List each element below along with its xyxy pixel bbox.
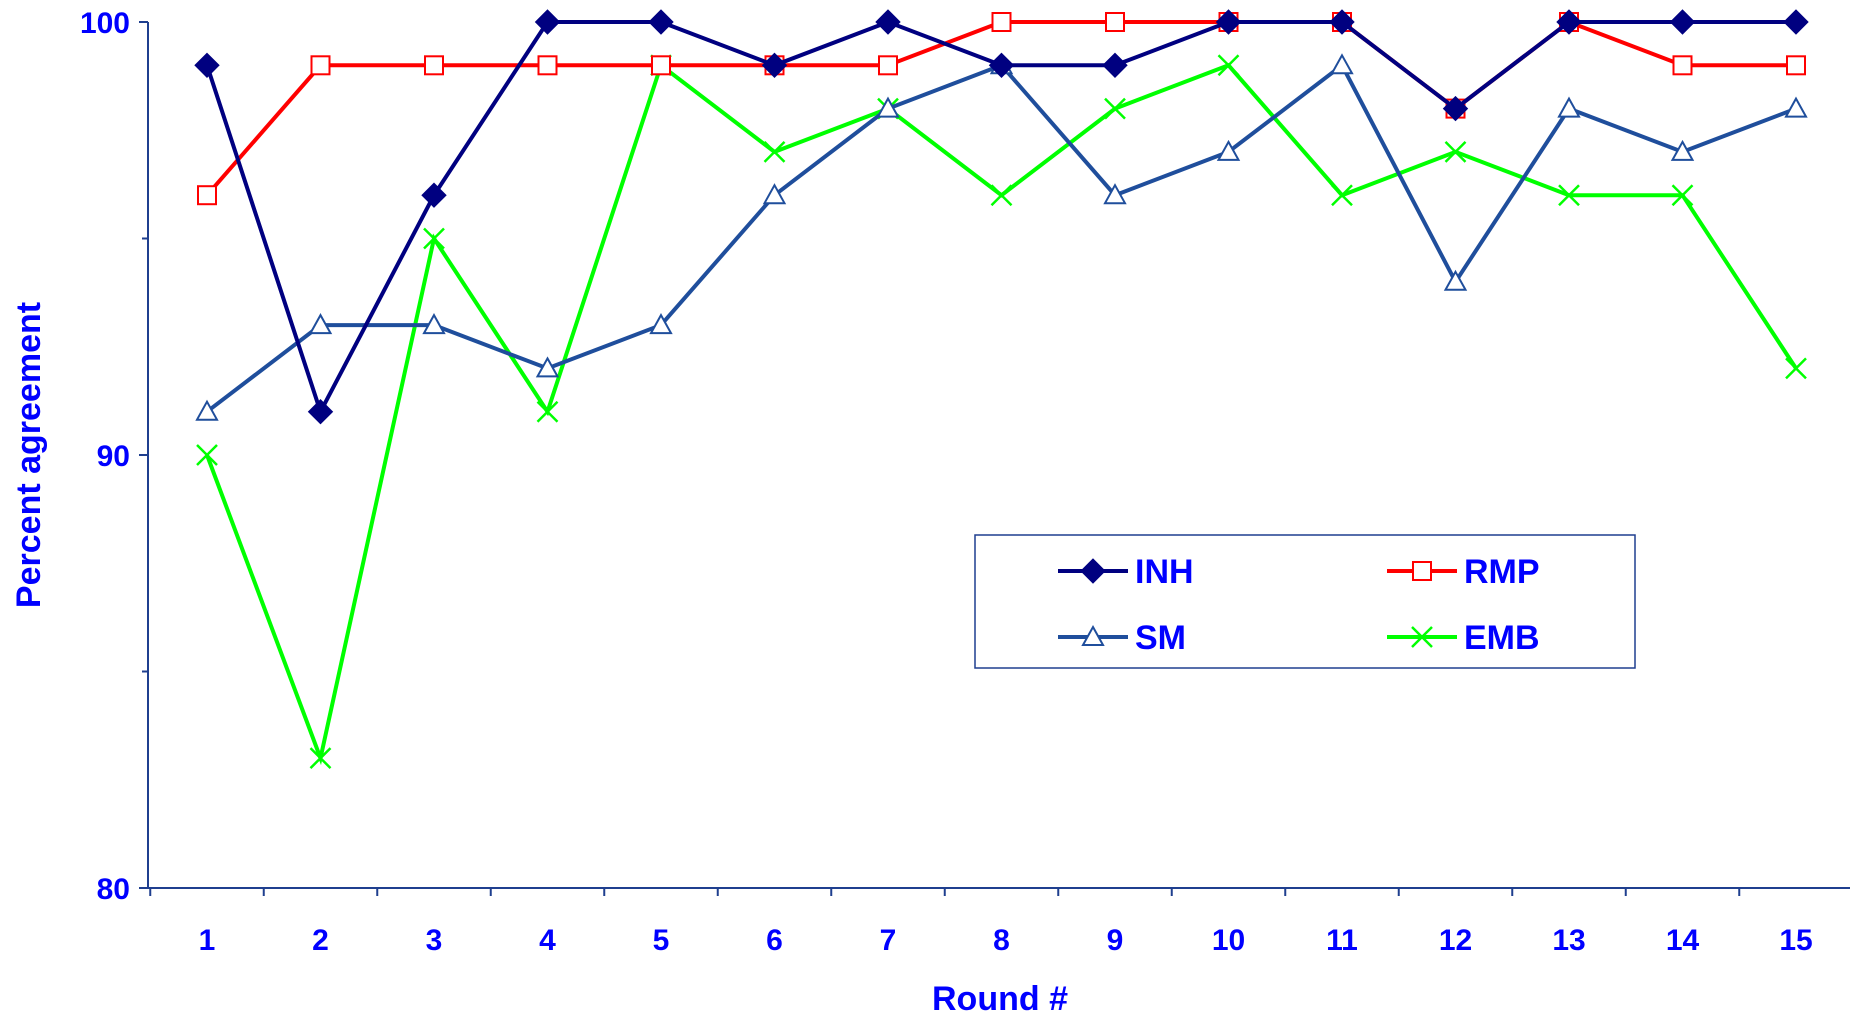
data-point-emb xyxy=(536,400,559,423)
legend-marker xyxy=(1080,558,1106,584)
data-point-emb xyxy=(309,747,332,769)
data-point-inh xyxy=(194,52,220,79)
data-point-rmp xyxy=(991,12,1012,32)
x-tick-label: 8 xyxy=(993,924,1010,957)
legend-label: EMB xyxy=(1464,619,1540,657)
data-point-sm xyxy=(195,399,219,421)
legend-label: RMP xyxy=(1464,553,1540,591)
legend-marker xyxy=(1412,561,1432,581)
legend-marker xyxy=(1081,624,1105,646)
y-tick-label: 90 xyxy=(97,440,130,473)
y-tick-label: 80 xyxy=(97,873,130,906)
data-point-emb xyxy=(1785,357,1807,380)
data-point-inh xyxy=(1669,9,1696,35)
data-point-inh xyxy=(1442,95,1469,122)
data-point-emb xyxy=(423,227,445,250)
data-point-rmp xyxy=(424,55,444,76)
data-point-sm xyxy=(1216,139,1241,161)
legend-item-inh: INH xyxy=(1058,553,1194,591)
data-point-inh xyxy=(307,398,334,425)
series-inh xyxy=(194,9,1809,425)
data-point-sm xyxy=(422,313,446,335)
data-point-inh xyxy=(421,182,447,208)
data-point-inh xyxy=(875,9,901,35)
series-line-rmp xyxy=(205,19,1796,197)
legend-label: INH xyxy=(1135,553,1194,591)
x-tick-label: 3 xyxy=(426,924,443,957)
x-tick-label: 14 xyxy=(1666,924,1700,957)
data-point-emb xyxy=(1217,54,1240,77)
data-point-emb xyxy=(1558,184,1580,207)
x-axis: 1 2 3 4 5 6 7 8 9 10 11 12 13 14 15 xyxy=(148,887,1850,957)
x-tick-label: 13 xyxy=(1552,924,1585,957)
data-point-sm xyxy=(649,313,673,335)
data-point-rmp xyxy=(1672,55,1693,76)
series-line-inh xyxy=(205,19,1796,417)
x-tick-label: 4 xyxy=(539,924,556,957)
legend-label: SM xyxy=(1135,619,1186,657)
legend-item-emb: EMB xyxy=(1387,619,1540,657)
data-point-rmp xyxy=(878,55,898,76)
data-point-rmp xyxy=(310,55,331,76)
data-point-inh xyxy=(1556,9,1582,35)
data-point-inh xyxy=(648,9,674,35)
data-point-inh xyxy=(1215,9,1242,35)
data-point-sm xyxy=(535,356,560,378)
data-point-sm xyxy=(1784,96,1808,118)
x-tick-label: 11 xyxy=(1326,924,1358,957)
data-point-emb xyxy=(1671,184,1694,207)
x-tick-label: 9 xyxy=(1107,924,1124,957)
x-tick-label: 6 xyxy=(766,924,783,957)
legend-item-rmp: RMP xyxy=(1387,553,1540,591)
data-point-rmp xyxy=(651,55,671,76)
data-point-inh xyxy=(1783,9,1809,35)
x-tick-label: 15 xyxy=(1779,924,1812,957)
data-point-sm xyxy=(1443,269,1468,291)
series-sm xyxy=(195,53,1808,421)
data-point-sm xyxy=(1330,53,1354,75)
data-point-inh xyxy=(1102,52,1128,79)
data-point-inh xyxy=(988,52,1015,79)
data-point-emb xyxy=(1104,97,1126,120)
legend-marker xyxy=(1411,626,1433,648)
data-point-rmp xyxy=(197,185,217,206)
x-tick-label: 10 xyxy=(1212,924,1245,957)
data-point-sm xyxy=(876,96,900,118)
data-point-inh xyxy=(534,9,561,35)
legend: INH RMP SM EMB xyxy=(974,534,1636,669)
y-axis-title: Percent agreement xyxy=(10,302,48,608)
data-point-sm xyxy=(762,183,787,205)
data-point-rmp xyxy=(1105,12,1125,32)
series-lines xyxy=(194,9,1809,769)
data-point-emb xyxy=(196,444,218,466)
data-point-emb xyxy=(763,141,786,163)
data-point-sm xyxy=(1670,139,1695,161)
y-axis: 80 90 100 xyxy=(80,7,149,906)
legend-item-sm: SM xyxy=(1058,619,1186,657)
y-tick-label: 100 xyxy=(80,7,130,40)
data-point-sm xyxy=(1103,183,1127,205)
data-point-sm xyxy=(308,313,333,335)
x-tick-label: 2 xyxy=(312,924,329,957)
data-point-emb xyxy=(1331,184,1353,207)
data-point-inh xyxy=(1329,9,1355,35)
x-tick-label: 7 xyxy=(880,924,897,957)
x-tick-label: 12 xyxy=(1439,924,1472,957)
x-axis-title: Round # xyxy=(932,980,1068,1018)
x-tick-label: 5 xyxy=(653,924,670,957)
data-point-rmp xyxy=(537,55,558,76)
series-emb xyxy=(196,54,1807,769)
data-point-emb xyxy=(1444,141,1467,163)
x-tick-label: 1 xyxy=(199,924,216,957)
data-point-rmp xyxy=(1786,55,1806,76)
data-point-inh xyxy=(761,52,788,79)
data-point-sm xyxy=(1557,96,1581,118)
data-point-emb xyxy=(990,184,1013,207)
